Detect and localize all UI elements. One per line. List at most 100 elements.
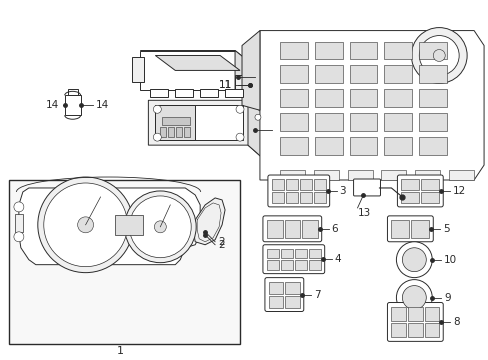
Bar	[421, 192, 438, 203]
Bar	[184, 127, 190, 137]
Bar	[280, 260, 292, 270]
Bar	[384, 41, 411, 59]
FancyBboxPatch shape	[263, 245, 324, 274]
Text: 6: 6	[331, 224, 338, 234]
Bar	[279, 137, 307, 155]
Bar	[349, 66, 377, 84]
FancyBboxPatch shape	[267, 175, 329, 207]
FancyBboxPatch shape	[386, 216, 432, 242]
Bar	[314, 89, 342, 107]
Circle shape	[396, 280, 431, 315]
Circle shape	[153, 105, 161, 113]
Bar	[347, 170, 372, 180]
Bar	[299, 192, 311, 203]
Circle shape	[129, 196, 191, 258]
Circle shape	[14, 202, 24, 212]
Bar	[115, 215, 143, 235]
Bar	[268, 282, 283, 293]
Bar	[200, 89, 218, 97]
Circle shape	[402, 248, 426, 272]
Circle shape	[236, 105, 244, 113]
Bar	[407, 323, 422, 337]
Circle shape	[153, 133, 161, 141]
Bar	[279, 89, 307, 107]
Bar	[235, 75, 244, 95]
Bar	[150, 89, 168, 97]
Bar	[349, 41, 377, 59]
Bar	[271, 192, 283, 203]
Bar	[419, 137, 447, 155]
Bar	[314, 137, 342, 155]
Bar	[280, 249, 292, 258]
Circle shape	[254, 114, 261, 120]
Bar	[266, 249, 278, 258]
Text: 11: 11	[218, 80, 232, 90]
Bar	[15, 214, 23, 232]
Bar	[266, 220, 282, 238]
Bar	[448, 170, 473, 180]
Polygon shape	[247, 100, 264, 160]
Polygon shape	[19, 188, 200, 265]
Bar	[168, 127, 174, 137]
FancyBboxPatch shape	[264, 278, 303, 311]
Circle shape	[38, 177, 133, 273]
FancyBboxPatch shape	[397, 175, 442, 207]
Bar	[279, 66, 307, 84]
Text: 7: 7	[313, 289, 320, 300]
Bar	[390, 306, 405, 321]
Bar	[419, 41, 447, 59]
Polygon shape	[242, 31, 260, 110]
Text: 8: 8	[452, 317, 459, 327]
Text: 4: 4	[334, 254, 341, 264]
Bar	[160, 127, 166, 137]
Bar	[285, 192, 297, 203]
Circle shape	[124, 191, 196, 263]
FancyBboxPatch shape	[263, 216, 321, 242]
Bar	[424, 323, 438, 337]
Text: 16: 16	[274, 125, 287, 135]
Bar	[384, 89, 411, 107]
Circle shape	[154, 221, 166, 233]
Circle shape	[236, 133, 244, 141]
Bar	[271, 179, 283, 190]
Bar	[349, 137, 377, 155]
Text: 10: 10	[443, 255, 456, 265]
Circle shape	[419, 36, 458, 75]
Text: 11: 11	[218, 80, 232, 90]
Bar	[384, 137, 411, 155]
Circle shape	[396, 242, 431, 278]
Bar	[410, 220, 428, 238]
Polygon shape	[140, 50, 260, 71]
Bar	[308, 260, 320, 270]
Bar	[313, 179, 325, 190]
Bar	[401, 179, 419, 190]
Bar	[313, 192, 325, 203]
Bar	[401, 192, 419, 203]
Text: 2: 2	[218, 240, 224, 250]
FancyBboxPatch shape	[386, 302, 442, 341]
Circle shape	[432, 50, 444, 62]
Text: 14: 14	[45, 100, 59, 110]
Bar	[419, 89, 447, 107]
Bar	[155, 105, 243, 140]
Polygon shape	[260, 31, 483, 180]
Bar	[285, 179, 297, 190]
Circle shape	[44, 183, 127, 267]
Text: 12: 12	[452, 186, 466, 196]
Circle shape	[402, 285, 426, 310]
Bar	[349, 89, 377, 107]
Text: 2: 2	[218, 237, 224, 247]
Bar	[314, 113, 342, 131]
Polygon shape	[148, 100, 264, 160]
Bar	[9, 180, 240, 345]
Bar	[384, 113, 411, 131]
Text: 3: 3	[339, 186, 346, 196]
Bar	[176, 127, 182, 137]
FancyBboxPatch shape	[353, 179, 380, 196]
Bar	[302, 220, 317, 238]
Bar	[390, 220, 408, 238]
Text: 9: 9	[443, 293, 450, 302]
Text: 14: 14	[95, 100, 109, 110]
Bar	[384, 66, 411, 84]
Bar	[414, 170, 439, 180]
